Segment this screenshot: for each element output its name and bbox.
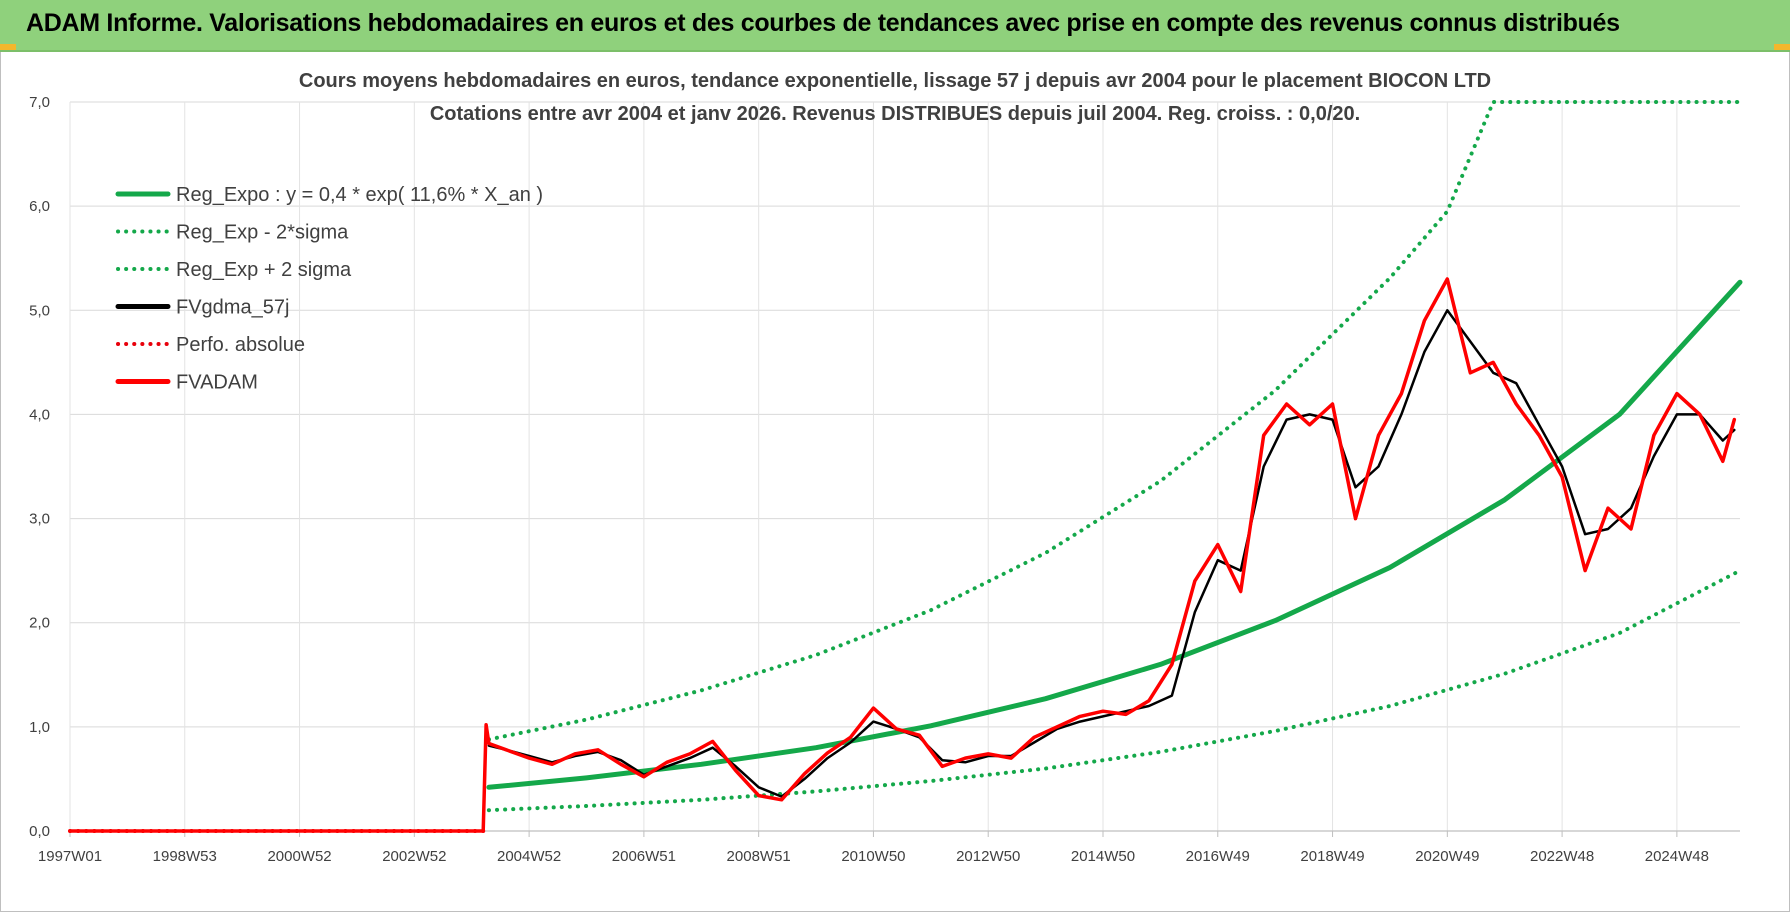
corner-mark-left [0,44,16,50]
grid-layer [69,101,1740,837]
legend-label-5: FVADAM [176,372,258,394]
legend-label-3: FVgdma_57j [176,297,289,319]
y-tick-label: 3,0 [29,511,50,528]
x-tick-label: 2016W49 [1186,848,1250,865]
series-line-3 [487,309,1736,798]
x-tick-label: 2000W52 [267,848,331,865]
series-line-1 [486,568,1742,813]
x-tick-label: 2006W51 [612,848,676,865]
x-tick-label: 2004W52 [497,848,561,865]
x-tick-label: 2012W50 [956,848,1020,865]
x-tick-label: 1997W01 [38,848,102,865]
y-tick-label: 6,0 [29,198,50,215]
y-tick-label: 7,0 [29,94,50,111]
y-tick-label: 5,0 [29,302,50,319]
x-tick-label: 2010W50 [841,848,905,865]
y-tick-label: 2,0 [29,615,50,632]
x-tick-label: 2002W52 [382,848,446,865]
legend-label-4: Perfo. absolue [176,334,305,356]
header-banner: ADAM Informe. Valorisations hebdomadaire… [0,0,1790,52]
legend-label-1: Reg_Exp - 2*sigma [176,222,349,244]
x-tick-label: 2008W51 [727,848,791,865]
chart-title-line1: Cours moyens hebdomadaires en euros, ten… [299,70,1491,92]
series-line-2 [486,100,1742,742]
chart-title-line2: Cotations entre avr 2004 et janv 2026. R… [430,103,1360,125]
y-tick-label: 1,0 [29,719,50,736]
legend-label-0: Reg_Expo : y = 0,4 * exp( 11,6% * X_an ) [176,184,543,206]
tick-layer: 0,0 1,0 2,0 3,0 4,0 5,0 6,0 7,0 1997W01 1998W53 20… [29,94,1709,865]
page-title: ADAM Informe. Valorisations hebdomadaire… [26,9,1620,37]
x-tick-label: 2022W48 [1530,848,1594,865]
series-layer [68,100,1743,833]
series-line-0 [486,279,1743,790]
x-tick-label: 2018W49 [1300,848,1364,865]
x-tick-label: 2020W49 [1415,848,1479,865]
legend-label-2: Reg_Exp + 2 sigma [176,259,352,281]
chart-svg: 0,0 1,0 2,0 3,0 4,0 5,0 6,0 7,0 1997W01 1998W53 20… [29,70,1743,865]
legend: Reg_Expo : y = 0,4 * exp( 11,6% * X_an )… [115,184,543,394]
corner-mark-right [1774,44,1790,50]
y-tick-label: 4,0 [29,406,50,423]
y-tick-label: 0,0 [29,823,50,840]
x-tick-label: 1998W53 [153,848,217,865]
series-line-5 [68,277,1737,833]
x-tick-label: 2014W50 [1071,848,1135,865]
x-tick-label: 2024W48 [1645,848,1709,865]
